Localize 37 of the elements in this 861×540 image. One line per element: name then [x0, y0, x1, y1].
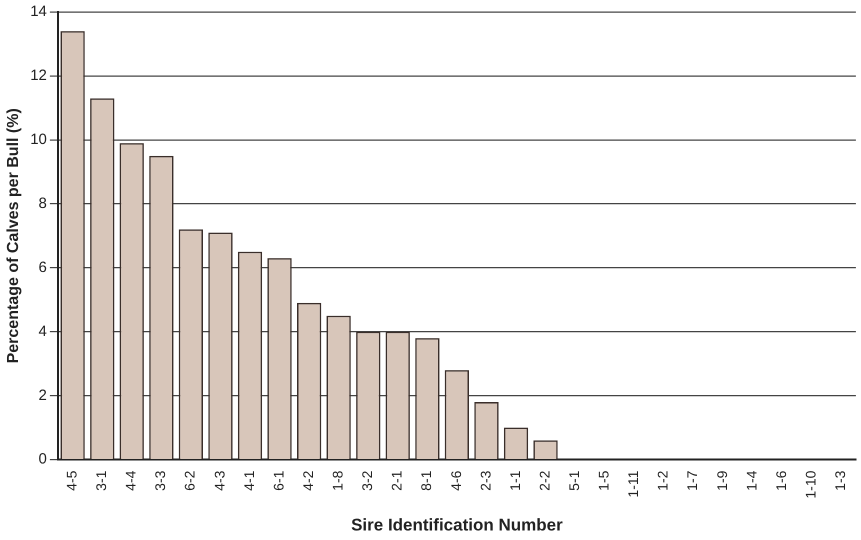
y-tick-label: 4 [38, 322, 47, 340]
x-tick-label: 4-3 [211, 470, 228, 491]
y-tick-label: 2 [38, 386, 47, 404]
x-tick-label: 8-1 [418, 470, 434, 491]
x-tick-label: 1-8 [330, 470, 346, 491]
y-tick-label: 6 [38, 258, 47, 276]
y-axis-title: Percentage of Calves per Bull (%) [5, 108, 22, 364]
x-tick-label: 1-7 [684, 470, 700, 491]
x-tick-label: 1-4 [743, 470, 760, 491]
x-tick-label: 4-6 [448, 470, 464, 491]
y-tick-label: 8 [38, 194, 47, 212]
x-tick-label: 1-11 [625, 470, 642, 498]
x-tick-label: 6-2 [182, 470, 198, 491]
x-tick-label: 4-5 [64, 470, 80, 491]
x-tick-label: 1-6 [772, 470, 789, 491]
x-tick-label: 1-9 [714, 470, 730, 491]
x-axis-title: Sire Identification Number [351, 515, 564, 534]
x-tick-label: 4-4 [122, 470, 139, 491]
x-tick-label: 2-3 [477, 470, 494, 491]
y-tick-label: 10 [30, 131, 47, 148]
x-tick-label: 6-1 [270, 470, 286, 491]
x-tick-label: 1-1 [506, 470, 523, 491]
x-tick-label: 5-1 [566, 470, 582, 491]
x-tick-label: 1-2 [654, 470, 671, 491]
x-tick-label: 1-5 [596, 470, 612, 491]
x-tick-label: 1-10 [802, 470, 818, 499]
x-tick-label: 3-3 [152, 470, 168, 491]
y-tick-label: 14 [30, 3, 47, 20]
x-tick-label: 2-1 [388, 470, 405, 491]
x-tick-label: 3-1 [93, 470, 110, 491]
y-tick-label: 12 [30, 67, 47, 84]
x-tick-label: 3-2 [359, 470, 376, 491]
x-tick-label: 1-3 [832, 470, 848, 491]
x-tick-label: 4-2 [300, 470, 316, 491]
y-tick-label: 0 [38, 450, 47, 468]
x-tick-label: 4-1 [240, 470, 257, 491]
x-tick-label: 2-2 [536, 470, 552, 491]
